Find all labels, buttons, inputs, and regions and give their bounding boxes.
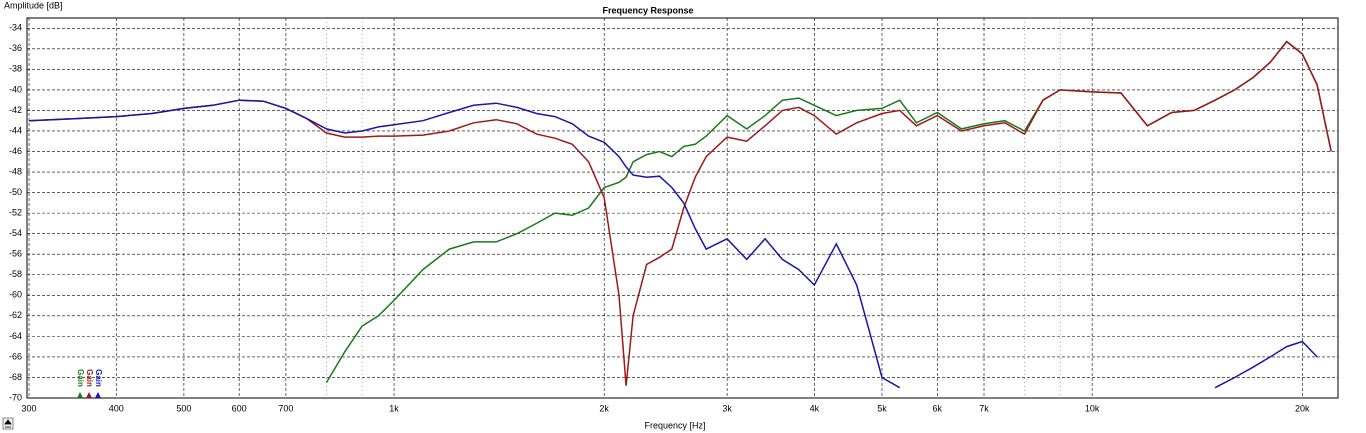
gain-marker [95,392,101,398]
x-tick-label: 20k [1295,403,1310,413]
series-line [28,40,1332,386]
x-tick-label: 5k [877,403,887,413]
y-tick-label: -68 [9,372,22,382]
y-tick-label: -56 [9,249,22,259]
plot-area [26,17,1339,399]
series-line [28,99,1318,389]
y-tick-label: -66 [9,351,22,361]
x-tick-label: 600 [232,403,247,413]
x-axis-label: Frequency [Hz] [644,420,705,430]
x-tick-label: 300 [22,403,37,413]
gain-label: Gain [76,369,85,387]
y-tick-label: -46 [9,146,22,156]
y-tick-label: -54 [9,228,22,238]
x-tick-label: 1k [389,403,399,413]
x-tick-label: 4k [810,403,820,413]
x-tick-label: 2k [599,403,609,413]
y-tick-label: -70 [9,392,22,402]
gain-marker [77,392,83,398]
x-tick-label: 3k [722,403,732,413]
corner-icon [4,419,12,428]
y-tick-label: -34 [9,23,22,33]
y-tick-label: -62 [9,310,22,320]
gain-label: Gain [94,369,103,387]
y-axis-label: Amplitude [dB] [4,0,63,10]
gain-marker [86,392,92,398]
y-tick-label: -38 [9,64,22,74]
y-tick-label: -58 [9,269,22,279]
y-tick-label: -50 [9,187,22,197]
x-tick-label: 400 [109,403,124,413]
y-tick-label: -42 [9,105,22,115]
y-tick-label: -52 [9,208,22,218]
chart-title: Frequency Response [602,5,693,15]
x-tick-label: 10k [1085,403,1100,413]
y-tick-label: -64 [9,331,22,341]
x-tick-label: 7k [979,403,989,413]
x-tick-label: 6k [933,403,943,413]
x-tick-label: 500 [176,403,191,413]
y-tick-label: -36 [9,43,22,53]
y-tick-label: -48 [9,166,22,176]
y-tick-label: -60 [9,290,22,300]
y-tick-label: -44 [9,125,22,135]
y-tick-label: -40 [9,84,22,94]
x-tick-label: 700 [278,403,293,413]
gain-label: Gain [85,369,94,387]
